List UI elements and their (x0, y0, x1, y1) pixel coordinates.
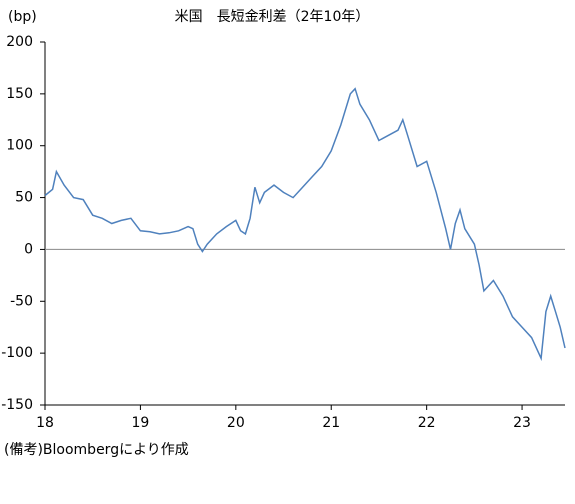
y-tick-label: 100 (6, 138, 33, 154)
y-tick-label: 0 (24, 241, 33, 257)
x-tick-label: 18 (36, 415, 54, 431)
data-line (44, 87, 566, 362)
x-tick-label: 21 (322, 415, 340, 431)
x-tick-label: 22 (418, 415, 436, 431)
x-tick-label: 20 (227, 415, 245, 431)
y-tick-label: -100 (1, 345, 33, 361)
chart-title: 米国 長短金利差（2年10年） (175, 9, 370, 25)
x-tick-label: 23 (513, 415, 531, 431)
y-tick-label: -50 (10, 293, 33, 309)
x-tick-label: 19 (131, 415, 149, 431)
y-tick-label: 50 (15, 190, 33, 206)
y-tick-label: 150 (6, 86, 33, 102)
y-tick-label: -150 (1, 397, 33, 413)
y-tick-label: 200 (6, 34, 33, 50)
note: (備考)Bloombergにより作成 (4, 442, 189, 458)
y-axis-label: (bp) (8, 9, 37, 25)
